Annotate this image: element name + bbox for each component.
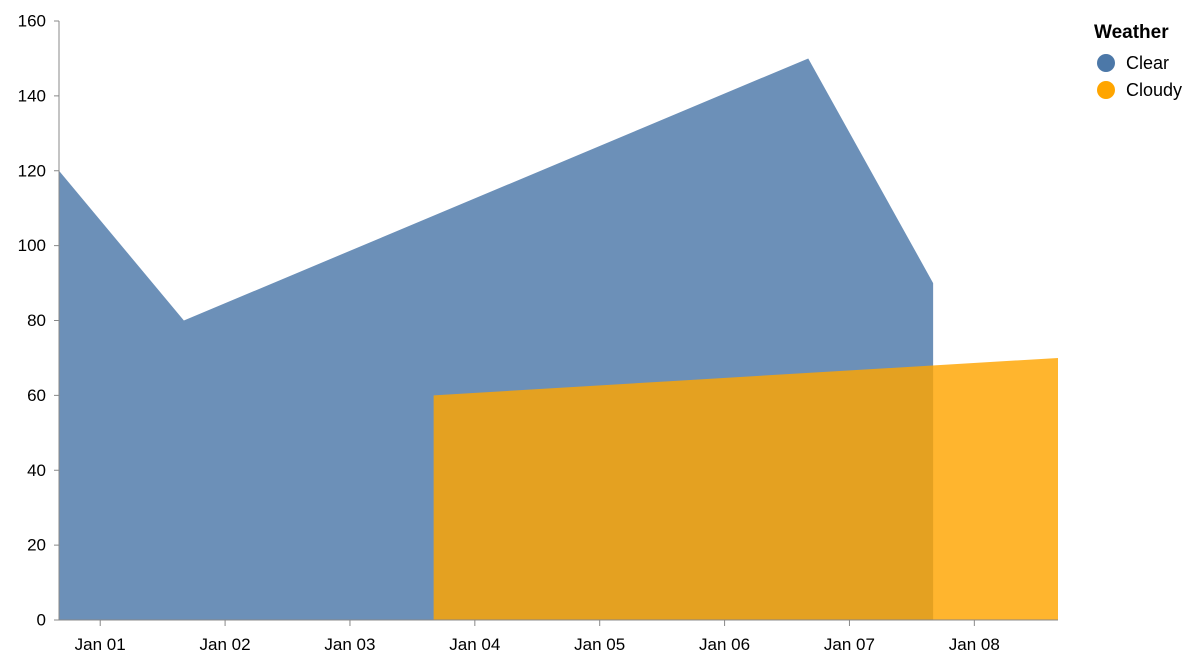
y-tick-label: 160 bbox=[18, 12, 46, 31]
x-tick-label: Jan 06 bbox=[699, 635, 750, 654]
y-tick-label: 120 bbox=[18, 161, 46, 180]
x-tick-label: Jan 08 bbox=[949, 635, 1000, 654]
x-tick-label: Jan 03 bbox=[324, 635, 375, 654]
y-tick-label: 0 bbox=[37, 611, 46, 630]
x-tick-label: Jan 07 bbox=[824, 635, 875, 654]
y-tick-label: 40 bbox=[27, 461, 46, 480]
x-axis: Jan 01 Jan 02 Jan 03 Jan 04 Jan 05 Jan 06 Jan … bbox=[59, 619, 1058, 654]
x-tick-label: Jan 01 bbox=[75, 635, 126, 654]
y-tick-label: 20 bbox=[27, 536, 46, 555]
y-tick-label: 140 bbox=[18, 86, 46, 105]
y-tick-label: 100 bbox=[18, 236, 46, 255]
legend-label-clear: Clear bbox=[1126, 53, 1169, 73]
area-series-cloudy bbox=[433, 357, 1058, 620]
x-tick-label: Jan 02 bbox=[200, 635, 251, 654]
x-tick-label: Jan 04 bbox=[449, 635, 500, 654]
x-tick-label: Jan 05 bbox=[574, 635, 625, 654]
y-tick-label: 60 bbox=[27, 386, 46, 405]
legend-label-cloudy: Cloudy bbox=[1126, 80, 1182, 100]
y-axis: 0 20 40 60 80 100 120 140 160 bbox=[18, 12, 60, 630]
legend-symbol-clear bbox=[1097, 54, 1115, 72]
legend: Weather Clear Cloudy bbox=[1094, 22, 1182, 100]
y-tick-label: 80 bbox=[27, 311, 46, 330]
legend-symbol-cloudy bbox=[1097, 81, 1115, 99]
legend-title: Weather bbox=[1094, 22, 1169, 43]
plot-area bbox=[59, 58, 1058, 620]
